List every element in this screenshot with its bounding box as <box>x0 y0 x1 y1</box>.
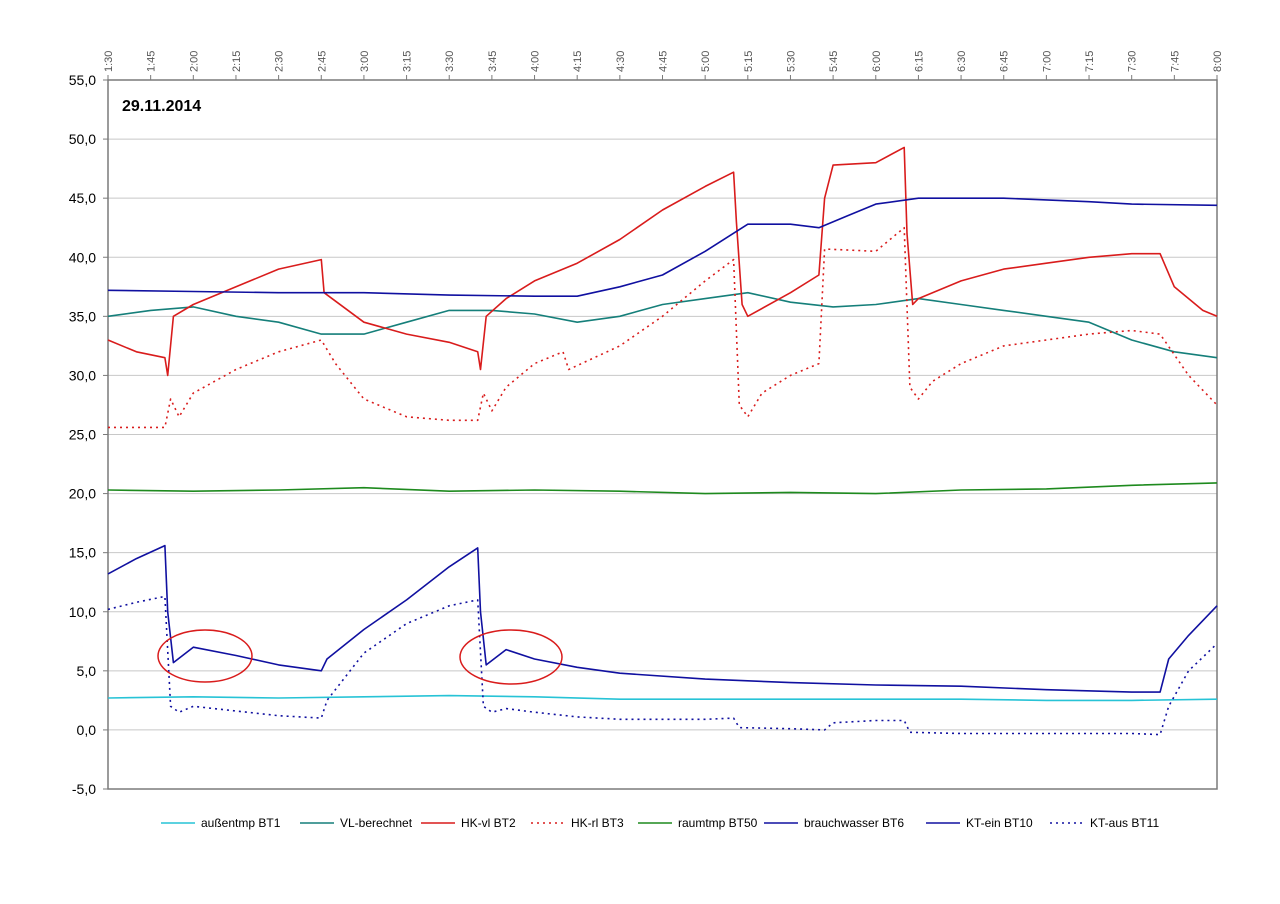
series-line-7 <box>107 595 1218 736</box>
x-tick-label: 6:15 <box>913 51 925 72</box>
legend-label: außentmp BT1 <box>201 816 281 830</box>
x-axis-ticks: 1:30 1:45 2:00 2:15 2:30 2:45 3:00 3:15 3:30 3:45… <box>103 51 1224 80</box>
annotations <box>157 629 563 685</box>
y-tick-label: 35,0 <box>69 308 96 324</box>
x-tick-label: 5:45 <box>828 51 840 72</box>
x-tick-label: 3:15 <box>402 51 414 72</box>
series-line-3 <box>108 226 1218 429</box>
series-line-1 <box>107 291 1218 359</box>
y-tick-label: 50,0 <box>69 131 96 147</box>
x-tick-label: 4:45 <box>658 51 670 72</box>
x-tick-label: 2:00 <box>188 51 200 72</box>
x-tick-label: 3:30 <box>444 51 456 72</box>
y-tick-label: 55,0 <box>69 72 96 88</box>
y-tick-label: 15,0 <box>69 545 96 561</box>
y-tick-label: 40,0 <box>69 249 96 265</box>
series-line-0 <box>107 694 1218 702</box>
x-tick-label: 4:15 <box>572 51 584 72</box>
x-tick-label: 3:45 <box>487 51 499 72</box>
x-tick-label: 6:30 <box>956 51 968 72</box>
legend-label: HK-vl BT2 <box>461 816 516 830</box>
y-tick-label: 45,0 <box>69 190 96 206</box>
series-line-2 <box>107 146 1218 377</box>
legend: außentmp BT1 VL-berechnet HK-vl BT2 HK-rl B… <box>161 816 1159 830</box>
y-axis-ticks: -5,0 0,0 5,0 10,0 15,0 20,0 25,0 30,0 35,0 40,0 45… <box>69 72 108 797</box>
x-tick-label: 8:00 <box>1212 51 1224 72</box>
annotation-circle-1 <box>157 629 253 683</box>
x-tick-label: 4:30 <box>615 51 627 72</box>
y-tick-label: 5,0 <box>77 663 97 679</box>
legend-label: KT-ein BT10 <box>966 816 1033 830</box>
x-tick-label: 4:00 <box>530 51 542 72</box>
legend-label: VL-berechnet <box>340 816 413 830</box>
x-tick-label: 7:45 <box>1169 51 1181 72</box>
x-tick-label: 2:45 <box>316 51 328 72</box>
series-line-4 <box>107 482 1218 495</box>
y-tick-label: 30,0 <box>69 367 96 383</box>
y-tick-label: 10,0 <box>69 604 96 620</box>
x-tick-label: 6:45 <box>999 51 1011 72</box>
x-tick-label: 5:15 <box>743 51 755 72</box>
x-tick-label: 1:45 <box>146 51 158 72</box>
x-tick-label: 3:00 <box>359 51 371 72</box>
x-tick-label: 1:30 <box>103 51 115 72</box>
legend-label: brauchwasser BT6 <box>804 816 904 830</box>
series-line-6 <box>107 544 1218 693</box>
annotation-circle-2 <box>459 629 563 685</box>
chart-date-label: 29.11.2014 <box>122 98 201 115</box>
x-tick-label: 7:00 <box>1041 51 1053 72</box>
x-tick-label: 7:30 <box>1127 51 1139 72</box>
x-tick-label: 6:00 <box>871 51 883 72</box>
y-tick-label: 20,0 <box>69 486 96 502</box>
legend-label: KT-aus BT11 <box>1090 816 1159 830</box>
x-tick-label: 7:15 <box>1084 51 1096 72</box>
x-tick-label: 2:30 <box>274 51 286 72</box>
legend-label: HK-rl BT3 <box>571 816 624 830</box>
series-line-5 <box>107 197 1218 297</box>
y-tick-label: -5,0 <box>72 781 96 797</box>
y-tick-label: 0,0 <box>77 722 97 738</box>
x-tick-label: 5:30 <box>785 51 797 72</box>
series-lines <box>107 146 1218 736</box>
x-tick-label: 5:00 <box>700 51 712 72</box>
y-tick-label: 25,0 <box>69 427 96 443</box>
legend-label: raumtmp BT50 <box>678 816 758 830</box>
x-tick-label: 2:15 <box>231 51 243 72</box>
